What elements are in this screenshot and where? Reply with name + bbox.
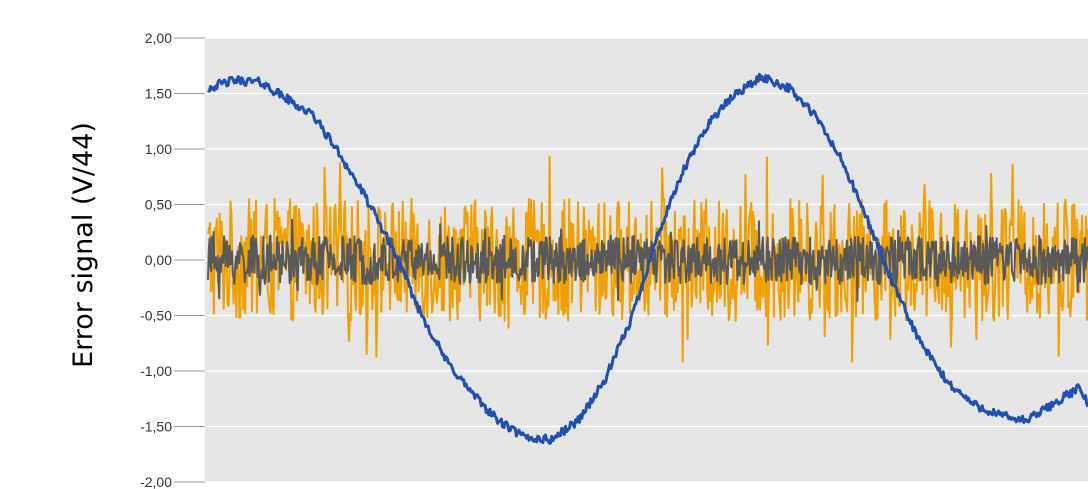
series-line-3: [207, 72, 1088, 445]
series-layer: [207, 72, 1088, 445]
y-tick-label: -1,00: [140, 363, 172, 379]
y-axis-label: Error signal (V/44): [68, 122, 99, 368]
y-tick-label: -2,00: [140, 474, 172, 489]
y-tick-labels: 2,00 1,50 1,00 0,50 0,00 -0,50 -1,00 -1,50 -2,00: [140, 30, 205, 489]
y-tick-label: 1,50: [145, 86, 172, 102]
y-tick-label: 0,00: [145, 252, 172, 268]
y-tick-label: -0,50: [140, 308, 172, 324]
y-tick-label: 2,00: [145, 30, 172, 46]
y-tick-label: 1,00: [145, 141, 172, 157]
y-tick-label: 0,50: [145, 197, 172, 213]
series-line-1: [207, 155, 1088, 363]
y-tick-label: -1,50: [140, 419, 172, 435]
